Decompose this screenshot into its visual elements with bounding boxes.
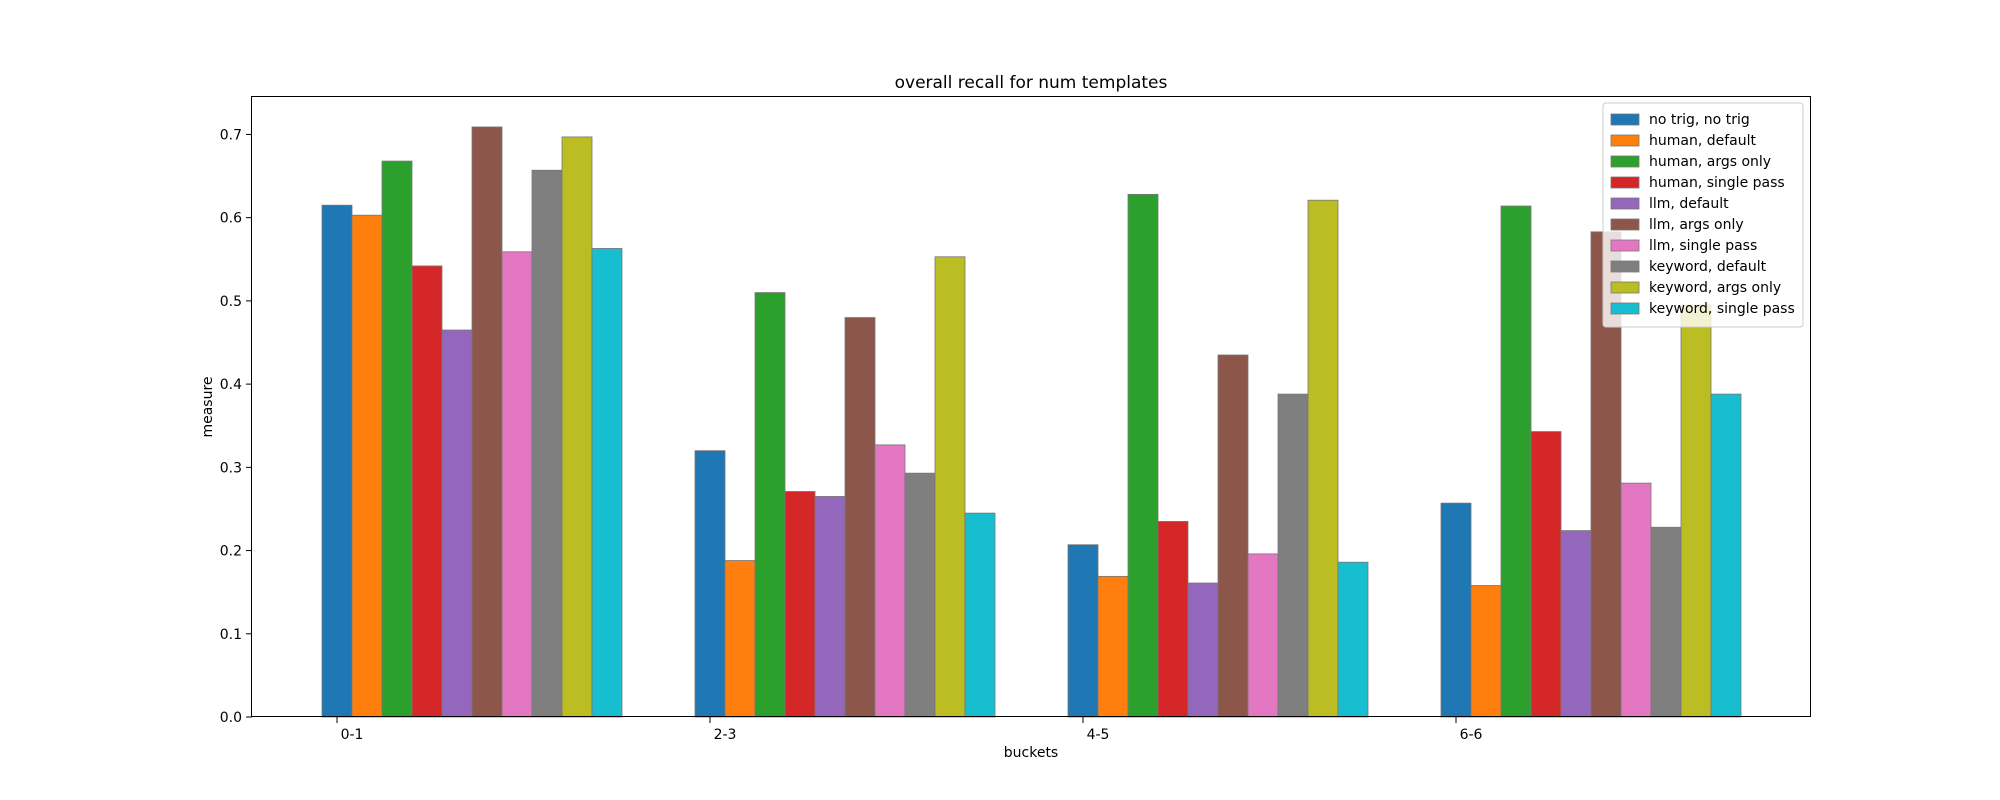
chart-title: overall recall for num templates [895,73,1168,93]
x-tick-label: 2-3 [714,727,737,743]
bar [501,251,533,718]
y-tick-label: 0.1 [220,627,242,643]
legend-label: keyword, single pass [1649,301,1795,317]
plot-frame [251,96,1811,717]
y-tick-label: 0.0 [220,710,242,726]
bar [1127,193,1159,718]
legend-swatch [1610,260,1640,273]
bar [381,160,413,718]
legend-swatch [1610,281,1640,294]
legend-label: human, single pass [1649,175,1785,191]
y-tick-label: 0.7 [220,127,242,143]
x-tick-label: 6-6 [1460,727,1483,743]
bar [814,496,846,718]
bar [1247,553,1279,718]
y-tick-label: 0.2 [220,544,242,560]
bar [934,256,966,718]
bars [321,126,1742,718]
bar [471,126,503,718]
bar [1560,530,1592,718]
legend-label: llm, single pass [1649,238,1757,254]
y-tick-label: 0.6 [220,211,242,227]
bar [1440,502,1472,718]
legend-label: llm, args only [1649,217,1744,233]
legend-swatch [1610,218,1640,231]
legend-swatch [1610,134,1640,147]
legend-label: keyword, default [1649,259,1767,275]
legend-swatch [1610,113,1640,126]
bar [1470,585,1502,718]
bar [1157,521,1189,718]
bar [1307,199,1339,718]
bar [904,472,936,718]
bar [561,136,593,718]
bar [724,560,756,718]
y-tick-label: 0.5 [220,294,242,310]
bar [1710,393,1742,718]
bar [1067,544,1099,718]
bar [1680,304,1712,718]
legend: no trig, no trig human, default human, arg… [1602,102,1804,328]
x-tick-label: 4-5 [1087,727,1110,743]
bar [1187,582,1219,718]
bar [1337,561,1369,718]
legend-label: llm, default [1649,196,1729,212]
legend-label: human, args only [1649,154,1771,170]
bar [1097,575,1129,718]
legend-swatch [1610,239,1640,252]
bar [1217,354,1249,718]
legend-swatch [1610,197,1640,210]
legend-swatch [1610,302,1640,315]
legend-swatch [1610,176,1640,189]
bar [1650,526,1682,718]
bar [351,214,383,718]
legend-label: keyword, args only [1649,280,1781,296]
bar [441,329,473,718]
bar [874,444,906,718]
legend-label: human, default [1649,133,1757,149]
x-tick-label: 0-1 [341,727,364,743]
bar [531,169,563,718]
bar [1620,482,1652,718]
bar [754,292,786,718]
bar [591,248,623,718]
y-axis-label: measure [200,376,216,437]
bar [321,204,353,718]
bar [1530,431,1562,718]
legend-box [1602,102,1804,328]
bar [1500,205,1532,718]
x-axis: 0-1 2-3 4-5 6-6 [336,717,1483,743]
bar [964,512,996,718]
y-tick-label: 0.3 [220,460,242,476]
bar [411,265,443,718]
y-tick-label: 0.4 [220,377,242,393]
x-axis-label: buckets [1004,745,1058,761]
legend-label: no trig, no trig [1649,112,1750,128]
y-axis: 0.0 0.1 0.2 0.3 0.4 0.5 0.6 0.7 [220,127,252,726]
bar [694,450,726,718]
bar [1277,393,1309,718]
bar [844,317,876,718]
legend-swatch [1610,155,1640,168]
bar [784,491,816,718]
